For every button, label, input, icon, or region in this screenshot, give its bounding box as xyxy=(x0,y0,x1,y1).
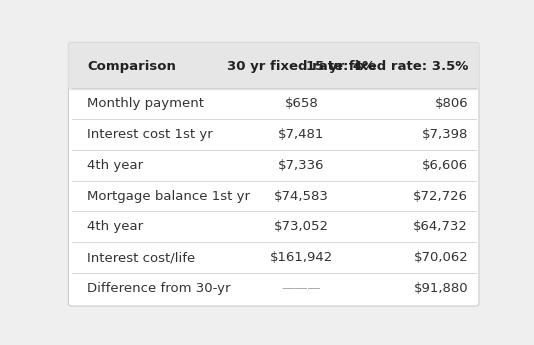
FancyBboxPatch shape xyxy=(68,42,479,306)
Text: Difference from 30-yr: Difference from 30-yr xyxy=(88,282,231,295)
Text: $6,606: $6,606 xyxy=(422,159,468,172)
Text: 4th year: 4th year xyxy=(88,159,144,172)
Text: ———: ——— xyxy=(281,282,321,295)
Text: Interest cost 1st yr: Interest cost 1st yr xyxy=(88,128,213,141)
Text: $72,726: $72,726 xyxy=(413,189,468,203)
Bar xyxy=(72,75,476,88)
Text: Comparison: Comparison xyxy=(88,60,176,73)
Text: $658: $658 xyxy=(285,97,318,110)
Text: Mortgage balance 1st yr: Mortgage balance 1st yr xyxy=(88,189,250,203)
Text: Interest cost/life: Interest cost/life xyxy=(88,251,195,264)
Text: $70,062: $70,062 xyxy=(413,251,468,264)
Bar xyxy=(72,45,476,88)
Text: $806: $806 xyxy=(435,97,468,110)
Text: $73,052: $73,052 xyxy=(274,220,329,233)
Text: 15 yr fixed rate: 3.5%: 15 yr fixed rate: 3.5% xyxy=(306,60,468,73)
Text: $7,481: $7,481 xyxy=(278,128,325,141)
Text: $91,880: $91,880 xyxy=(413,282,468,295)
Text: 4th year: 4th year xyxy=(88,220,144,233)
Text: $7,398: $7,398 xyxy=(422,128,468,141)
Text: $64,732: $64,732 xyxy=(413,220,468,233)
Text: $7,336: $7,336 xyxy=(278,159,325,172)
Text: Monthly payment: Monthly payment xyxy=(88,97,205,110)
Text: $161,942: $161,942 xyxy=(270,251,333,264)
Text: $74,583: $74,583 xyxy=(274,189,329,203)
FancyBboxPatch shape xyxy=(68,42,479,90)
Text: 30 yr fixed rate: 4%: 30 yr fixed rate: 4% xyxy=(227,60,375,73)
